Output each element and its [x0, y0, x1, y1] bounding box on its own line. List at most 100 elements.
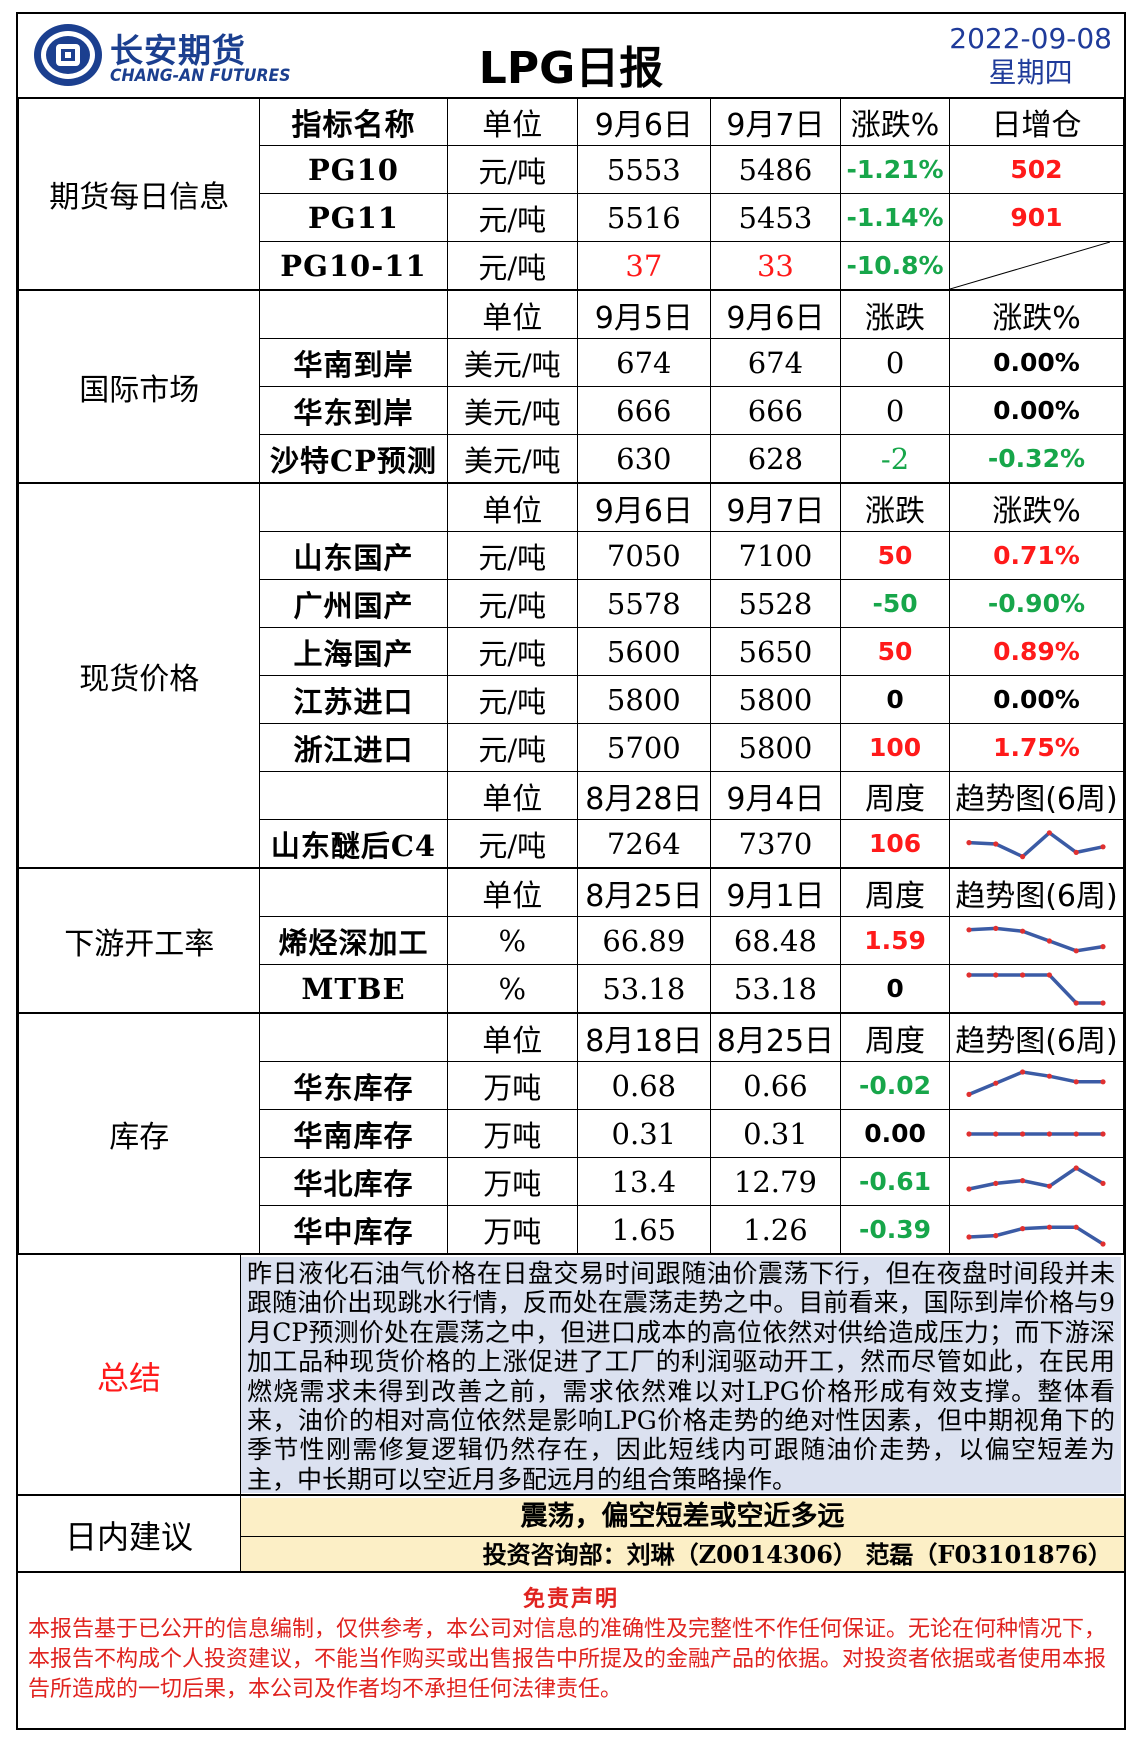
trend-sparkline [948, 916, 1125, 965]
row-change: 1.59 [840, 916, 950, 965]
row-open-interest: 901 [948, 193, 1125, 242]
table-row: 华南到岸 美元/吨 674 674 0 0.00% [19, 338, 1125, 387]
row-name: 广州国产 [259, 579, 448, 628]
section-spot: 现货价格 [17, 482, 261, 869]
col-header: 周度 [840, 1012, 950, 1062]
row-value-2: 5650 [709, 627, 842, 676]
table-row: PG10-11 元/吨 37 33 -10.8% [19, 241, 1125, 291]
table-row: 华北库存 万吨 13.4 12.79 -0.61 [19, 1157, 1125, 1206]
sparkline-point [966, 971, 973, 978]
row-value-1: 5516 [577, 193, 711, 242]
sparkline-point [1047, 971, 1053, 978]
sparkline-point [1047, 1224, 1053, 1230]
report-weekday: 星期四 [988, 56, 1073, 89]
row-unit: 元/吨 [446, 723, 578, 772]
sparkline-point [966, 1130, 973, 1137]
row-value-2: 628 [709, 434, 842, 484]
col-header: 8月25日 [577, 867, 711, 917]
row-change-pct: 0.89% [948, 627, 1125, 676]
row-name: 华南库存 [259, 1109, 448, 1158]
row-unit: 万吨 [446, 1205, 578, 1254]
col-header: 9月4日 [709, 771, 842, 820]
disclaimer-title: 免责声明 [522, 1587, 619, 1612]
row-change: 100 [840, 723, 950, 772]
sparkline-point [1047, 829, 1053, 835]
col-header [259, 771, 448, 820]
summary-label: 总结 [18, 1255, 241, 1496]
row-value-2: 666 [709, 386, 842, 435]
row-change: 0 [840, 675, 950, 724]
section-downstream: 下游开工率 [17, 867, 261, 1014]
row-change: -2 [840, 434, 950, 484]
advice-contact: 投资咨询部：刘琳（Z0014306） 范磊（F03101876） [241, 1537, 1124, 1573]
sparkline-point [966, 1185, 973, 1192]
row-name: MTBE [259, 964, 448, 1014]
col-header [259, 1012, 448, 1062]
sparkline-line [969, 972, 1104, 1005]
row-value-1: 666 [577, 386, 711, 435]
row-change-pct: 0.71% [948, 531, 1125, 580]
sparkline-line [969, 830, 1104, 859]
sparkline-line [969, 1165, 1105, 1191]
summary-text: 昨日液化石油气价格在日盘交易时间跟随油价震荡下行，但在夜盘时间段并未跟随油价出现… [241, 1257, 1121, 1494]
col-header: 单位 [446, 289, 578, 339]
sparkline-point [1100, 1130, 1107, 1137]
sparkline-point [1074, 1224, 1080, 1230]
row-unit: 元/吨 [446, 241, 578, 291]
row-unit: 美元/吨 [446, 386, 578, 435]
table-row: 烯烃深加工 % 66.89 68.48 1.59 [19, 916, 1125, 965]
col-header: 日增仓 [948, 97, 1125, 146]
row-unit: 元/吨 [446, 531, 578, 580]
row-value-2: 674 [709, 338, 842, 387]
table-row: 山东醚后C4 元/吨 7264 7370 106 [19, 819, 1125, 869]
row-name: 江苏进口 [259, 675, 448, 724]
table-row: 广州国产 元/吨 5578 5528 -50 -0.90% [19, 579, 1125, 628]
row-value-1: 37 [577, 241, 711, 291]
summary-section: 总结 昨日液化石油气价格在日盘交易时间跟随油价震荡下行，但在夜盘时间段并未跟随油… [18, 1253, 1124, 1496]
sparkline-point [1047, 1073, 1053, 1079]
col-header: 9月6日 [577, 482, 711, 532]
company-name-en: CHANG-AN FUTURES [110, 66, 291, 86]
row-unit: 美元/吨 [446, 338, 578, 387]
col-header: 9月7日 [709, 482, 842, 532]
row-change-pct: 0.00% [948, 386, 1125, 435]
sparkline-point [1100, 1180, 1107, 1186]
advice-label: 日内建议 [18, 1496, 241, 1573]
sparkline-point [993, 971, 999, 978]
sparkline-point [993, 840, 999, 847]
section-futures: 期货每日信息 [17, 97, 261, 291]
table-row: PG11 元/吨 5516 5453 -1.14% 901 [19, 193, 1125, 242]
sparkline-point [1020, 1068, 1026, 1075]
col-header: 单位 [446, 97, 578, 146]
row-name: 烯烃深加工 [259, 916, 448, 965]
row-change: -0.39 [840, 1205, 950, 1254]
advice-main: 震荡，偏空短差或空近多远 [241, 1498, 1124, 1537]
sparkline-point [1020, 1225, 1026, 1231]
row-change-pct: -0.90% [948, 579, 1125, 628]
row-value-2: 5800 [709, 723, 842, 772]
section-intl: 国际市场 [17, 289, 261, 484]
row-value-1: 5800 [577, 675, 711, 724]
table-row: 华中库存 万吨 1.65 1.26 -0.39 [19, 1205, 1125, 1254]
sparkline-point [1074, 1078, 1080, 1084]
row-name: 华东库存 [259, 1061, 448, 1110]
row-value-2: 7370 [709, 819, 842, 869]
table-row: 华东到岸 美元/吨 666 666 0 0.00% [19, 386, 1125, 435]
row-value-2: 0.66 [709, 1061, 842, 1110]
trend-sparkline [948, 1205, 1125, 1254]
row-name: 华北库存 [259, 1157, 448, 1206]
row-change: -50 [840, 579, 950, 628]
row-change-pct: -1.14% [840, 193, 950, 242]
row-unit: 万吨 [446, 1157, 578, 1206]
sparkline-point [993, 1130, 999, 1137]
row-value-1: 5700 [577, 723, 711, 772]
company-logo-icon [32, 22, 104, 92]
trend-sparkline [948, 1157, 1125, 1206]
sparkline-point [1020, 1177, 1026, 1183]
row-value-2: 33 [709, 241, 842, 291]
row-value-2: 5800 [709, 675, 842, 724]
row-name: 华南到岸 [259, 338, 448, 387]
row-change-pct: -1.21% [840, 145, 950, 194]
spot-header-row: 现货价格 单位 9月6日 9月7日 涨跌 涨跌% [17, 482, 1125, 869]
row-value-2: 5486 [709, 145, 842, 194]
